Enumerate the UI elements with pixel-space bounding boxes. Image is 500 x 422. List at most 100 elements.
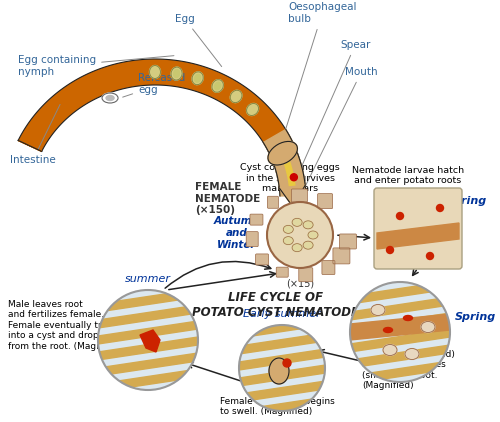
Polygon shape xyxy=(350,361,450,384)
Text: summer: summer xyxy=(125,274,171,284)
Circle shape xyxy=(239,325,325,411)
Polygon shape xyxy=(350,329,450,352)
Text: FEMALE
NEMATODE
(×150): FEMALE NEMATODE (×150) xyxy=(195,182,260,215)
Polygon shape xyxy=(350,313,450,336)
Polygon shape xyxy=(98,305,198,328)
Polygon shape xyxy=(98,321,198,344)
Polygon shape xyxy=(98,225,198,248)
Polygon shape xyxy=(239,413,325,422)
Polygon shape xyxy=(239,333,325,354)
Polygon shape xyxy=(98,337,198,360)
Circle shape xyxy=(267,202,333,268)
Text: Mouth: Mouth xyxy=(294,67,378,209)
Polygon shape xyxy=(350,281,450,304)
Ellipse shape xyxy=(384,327,392,333)
Circle shape xyxy=(386,246,394,254)
FancyBboxPatch shape xyxy=(333,248,350,264)
Text: Spring: Spring xyxy=(455,312,496,322)
Polygon shape xyxy=(18,141,42,151)
Polygon shape xyxy=(350,217,450,240)
Ellipse shape xyxy=(284,225,294,233)
Text: Egg: Egg xyxy=(175,14,222,67)
Text: Egg containing
nymph: Egg containing nymph xyxy=(18,55,174,77)
Polygon shape xyxy=(239,285,325,306)
FancyBboxPatch shape xyxy=(318,194,332,208)
Ellipse shape xyxy=(292,218,302,226)
Circle shape xyxy=(426,252,434,260)
Polygon shape xyxy=(377,223,459,249)
Ellipse shape xyxy=(405,349,419,360)
Polygon shape xyxy=(98,241,198,264)
FancyBboxPatch shape xyxy=(268,196,278,208)
FancyBboxPatch shape xyxy=(292,189,308,202)
Ellipse shape xyxy=(303,221,313,229)
Text: Nematode larvae hatch
and enter potato roots: Nematode larvae hatch and enter potato r… xyxy=(352,165,464,185)
Polygon shape xyxy=(239,301,325,322)
Polygon shape xyxy=(350,297,450,320)
Circle shape xyxy=(396,213,404,219)
Ellipse shape xyxy=(383,344,397,355)
Ellipse shape xyxy=(284,237,294,245)
Ellipse shape xyxy=(102,93,118,103)
FancyBboxPatch shape xyxy=(250,214,263,225)
Polygon shape xyxy=(350,233,450,256)
Ellipse shape xyxy=(268,141,298,165)
Polygon shape xyxy=(98,273,198,296)
Polygon shape xyxy=(350,314,450,340)
Polygon shape xyxy=(239,397,325,418)
FancyBboxPatch shape xyxy=(246,232,258,246)
Circle shape xyxy=(98,290,198,390)
Ellipse shape xyxy=(171,67,182,80)
Ellipse shape xyxy=(212,80,224,92)
Polygon shape xyxy=(140,330,160,352)
Circle shape xyxy=(290,174,298,181)
FancyBboxPatch shape xyxy=(256,254,268,265)
Ellipse shape xyxy=(230,90,242,103)
Ellipse shape xyxy=(404,316,412,320)
Text: Female nematode begins
to swell. (Magnified): Female nematode begins to swell. (Magnif… xyxy=(220,397,335,416)
Ellipse shape xyxy=(292,243,302,252)
Ellipse shape xyxy=(269,358,289,384)
Polygon shape xyxy=(98,257,198,280)
Polygon shape xyxy=(98,369,198,392)
Polygon shape xyxy=(350,249,450,272)
Polygon shape xyxy=(98,289,198,312)
Circle shape xyxy=(350,282,450,382)
Ellipse shape xyxy=(371,305,385,316)
Polygon shape xyxy=(239,381,325,402)
Ellipse shape xyxy=(308,231,318,239)
Text: Intestine: Intestine xyxy=(10,104,60,165)
Polygon shape xyxy=(98,417,198,422)
Polygon shape xyxy=(239,317,325,338)
Text: Spring: Spring xyxy=(446,196,487,206)
Ellipse shape xyxy=(106,95,114,100)
Text: Spear: Spear xyxy=(298,40,370,175)
Polygon shape xyxy=(350,377,450,400)
Polygon shape xyxy=(18,59,306,190)
Polygon shape xyxy=(239,349,325,370)
FancyBboxPatch shape xyxy=(299,268,313,282)
Polygon shape xyxy=(280,185,305,207)
Text: LIFE CYCLE OF
POTATO CYST NEMATODE: LIFE CYCLE OF POTATO CYST NEMATODE xyxy=(192,291,358,319)
Polygon shape xyxy=(239,365,325,386)
Ellipse shape xyxy=(303,241,313,249)
FancyBboxPatch shape xyxy=(374,188,462,269)
Ellipse shape xyxy=(174,70,180,78)
Ellipse shape xyxy=(214,82,221,90)
Polygon shape xyxy=(98,353,198,376)
Text: Oesophageal
bulb: Oesophageal bulb xyxy=(280,3,356,146)
Circle shape xyxy=(283,359,291,367)
Polygon shape xyxy=(239,269,325,290)
Text: (×15): (×15) xyxy=(286,278,314,288)
Ellipse shape xyxy=(194,74,201,82)
FancyBboxPatch shape xyxy=(276,267,288,277)
Polygon shape xyxy=(98,401,198,422)
FancyBboxPatch shape xyxy=(322,260,335,275)
FancyBboxPatch shape xyxy=(340,234,356,249)
Polygon shape xyxy=(350,345,450,368)
Text: Autumn
and
Winter: Autumn and Winter xyxy=(214,216,260,249)
Polygon shape xyxy=(264,130,306,196)
Text: Early summer: Early summer xyxy=(243,309,321,319)
Polygon shape xyxy=(350,393,450,416)
Ellipse shape xyxy=(421,322,435,333)
